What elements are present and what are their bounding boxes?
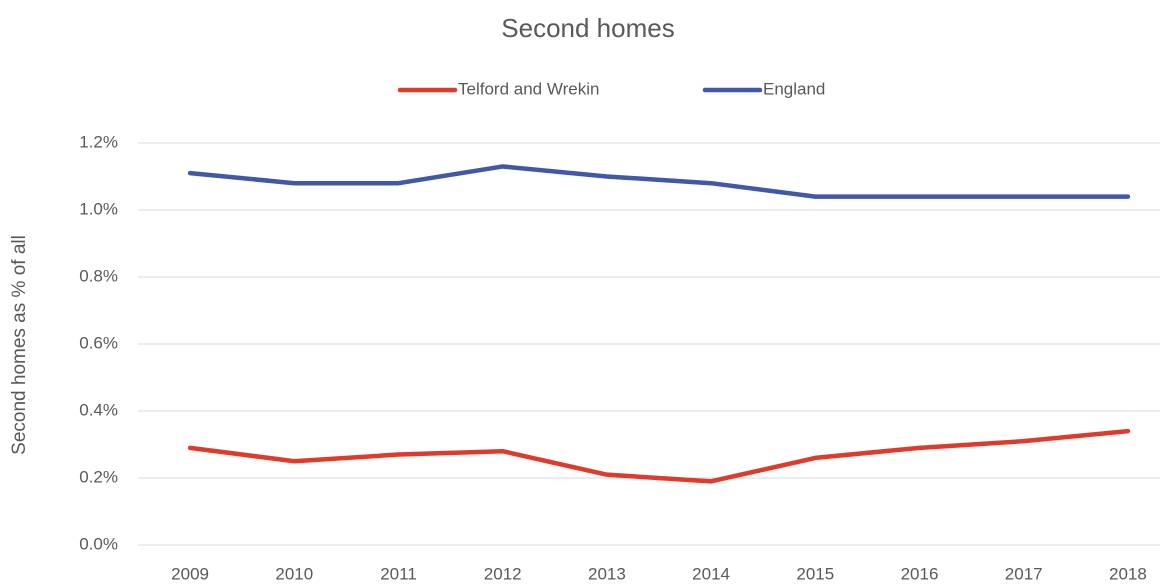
x-tick-label: 2012 bbox=[484, 564, 522, 583]
x-tick-label: 2016 bbox=[901, 564, 939, 583]
x-tick-label: 2017 bbox=[1005, 564, 1043, 583]
y-axis-label: Second homes as % of all bbox=[9, 235, 30, 455]
y-tick-label: 0.2% bbox=[79, 467, 118, 486]
x-tick-label: 2018 bbox=[1109, 564, 1147, 583]
x-tick-label: 2009 bbox=[171, 564, 209, 583]
legend-label: England bbox=[763, 79, 825, 98]
y-tick-label: 0.4% bbox=[79, 400, 118, 419]
x-tick-label: 2015 bbox=[796, 564, 834, 583]
x-tick-label: 2010 bbox=[275, 564, 313, 583]
line-series bbox=[187, 164, 1131, 199]
line-series bbox=[187, 428, 1131, 484]
x-tick-label: 2011 bbox=[380, 564, 417, 583]
y-tick-label: 0.6% bbox=[79, 333, 118, 352]
x-tick-label: 2014 bbox=[692, 564, 730, 583]
y-tick-label: 0.0% bbox=[79, 534, 118, 553]
y-tick-label: 1.2% bbox=[79, 132, 118, 151]
chart-title: Second homes bbox=[501, 13, 674, 43]
y-tick-label: 1.0% bbox=[79, 199, 118, 218]
y-tick-label: 0.8% bbox=[79, 266, 118, 285]
x-tick-label: 2013 bbox=[588, 564, 626, 583]
legend-label: Telford and Wrekin bbox=[458, 79, 599, 98]
